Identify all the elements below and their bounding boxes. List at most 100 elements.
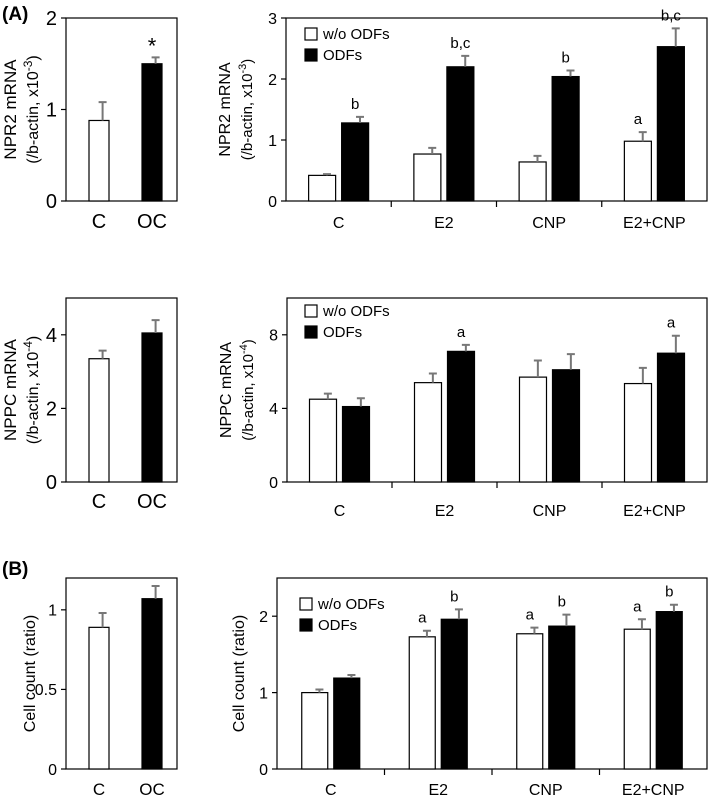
error-bar <box>98 349 107 359</box>
y-tick-label: 1 <box>268 133 277 150</box>
x-category-label: E2+CNP <box>623 215 686 232</box>
error-bar <box>461 54 470 67</box>
x-category-label: E2 <box>435 503 455 520</box>
x-category-label: CNP <box>533 503 567 520</box>
x-category-label: E2+CNP <box>622 782 685 799</box>
bar-open <box>308 398 338 483</box>
bar-filled <box>440 618 468 770</box>
significance-label: b <box>665 584 673 601</box>
error-bar <box>533 359 542 378</box>
error-bar <box>533 154 542 162</box>
error-bar <box>530 626 539 634</box>
bar-open <box>413 153 442 202</box>
y-axis-unit: (/b-actin, x10-3) <box>237 59 256 161</box>
x-category-label: OC <box>137 211 167 233</box>
x-category-label: C <box>93 780 105 799</box>
bar-open <box>518 376 548 483</box>
error-bar <box>315 688 324 693</box>
y-tick-label: 0 <box>259 762 268 779</box>
legend-swatch-open <box>304 304 318 318</box>
significance-label: b <box>351 96 359 113</box>
significance-label: a <box>418 610 427 627</box>
error-bar <box>671 27 680 47</box>
chart-cell-grouped: 0 1 2 Cell count (ratio) C E2 a b CNP a b E2+CNP a b w… <box>231 577 708 799</box>
significance-label: a <box>634 111 643 128</box>
y-tick-label: 2 <box>46 8 57 30</box>
y-axis-label: Cell count (ratio) <box>231 615 248 732</box>
y-tick-label: 0 <box>48 762 57 779</box>
significance-label: a <box>633 598 642 615</box>
significance-label: b <box>450 588 458 605</box>
bar-open <box>623 628 651 770</box>
bar-filled <box>141 332 163 483</box>
x-category-label: E2 <box>428 782 448 799</box>
y-axis-label: Cell count (ratio) <box>22 615 39 732</box>
legend-label-filled: ODFs <box>323 324 362 341</box>
y-axis-unit-exponent: -4 <box>238 344 250 354</box>
y-tick-label: 0 <box>268 194 277 211</box>
legend-label-open: w/o ODFs <box>317 596 385 613</box>
bar-filled <box>141 598 163 770</box>
y-tick-label: 3 <box>268 11 277 28</box>
bar-filled <box>551 369 581 483</box>
error-bar <box>638 366 647 384</box>
error-bar <box>637 618 646 630</box>
bar-filled <box>446 66 475 202</box>
bar-filled <box>141 63 163 202</box>
plot-frame <box>65 577 178 770</box>
y-tick-label: 0 <box>46 191 57 213</box>
significance-label: b <box>561 49 569 66</box>
y-tick-label: 0 <box>269 475 278 492</box>
error-bar <box>151 319 160 333</box>
significance-label: * <box>148 33 157 58</box>
y-axis-label: NPR2 mRNA <box>217 62 234 157</box>
chart-cell-small: 0 0.5 1 Cell count (ratio) C OC <box>22 577 178 799</box>
y-tick-label: 0.5 <box>35 682 57 699</box>
legend-swatch-open <box>304 27 318 41</box>
error-bar <box>98 101 107 121</box>
significance-label: b,c <box>661 7 682 24</box>
y-tick-label: 4 <box>46 325 57 347</box>
legend-label-open: w/o ODFs <box>322 303 390 320</box>
y-axis-unit-text: (/b-actin, x10 <box>240 354 257 441</box>
x-category-label: E2+CNP <box>623 503 686 520</box>
bar-open <box>408 636 436 770</box>
y-axis-unit-close: ) <box>240 339 257 344</box>
y-axis-unit-exponent: -4 <box>21 341 35 352</box>
error-bar <box>562 613 571 627</box>
y-axis-unit: (/b-actin, x10-4) <box>238 339 257 441</box>
bar-open <box>88 358 110 483</box>
error-bar <box>461 343 470 352</box>
error-bar <box>322 173 331 176</box>
x-category-label: CNP <box>529 782 563 799</box>
legend-swatch-open <box>299 597 313 611</box>
error-bar <box>151 584 160 599</box>
bar-filled <box>656 352 686 483</box>
y-axis-unit: (/b-actin, x10-4) <box>21 336 42 444</box>
bar-filled <box>656 46 685 202</box>
y-axis-unit-text: (/b-actin, x10 <box>25 352 42 445</box>
y-axis-unit-close: ) <box>25 55 42 60</box>
y-tick-label: 2 <box>268 72 277 89</box>
y-axis-label: NPPC mRNA <box>218 342 235 438</box>
error-bar <box>428 372 437 383</box>
significance-label: a <box>667 315 676 332</box>
y-axis-unit-exponent: -3 <box>21 60 35 71</box>
x-category-label: C <box>334 503 346 520</box>
y-tick-label: 8 <box>269 328 278 345</box>
error-bar <box>323 392 332 400</box>
y-tick-label: 1 <box>46 100 57 122</box>
x-category-label: C <box>92 491 106 513</box>
error-bar <box>151 56 160 64</box>
bar-open <box>308 174 337 202</box>
bar-filled <box>655 611 683 770</box>
y-axis-unit-exponent: -3 <box>237 64 249 74</box>
x-category-label: E2 <box>434 215 454 232</box>
significance-label: a <box>526 607 535 624</box>
y-axis-unit: (/b-actin, x10-3) <box>21 55 42 163</box>
y-axis-label: NPR2 mRNA <box>1 59 20 160</box>
